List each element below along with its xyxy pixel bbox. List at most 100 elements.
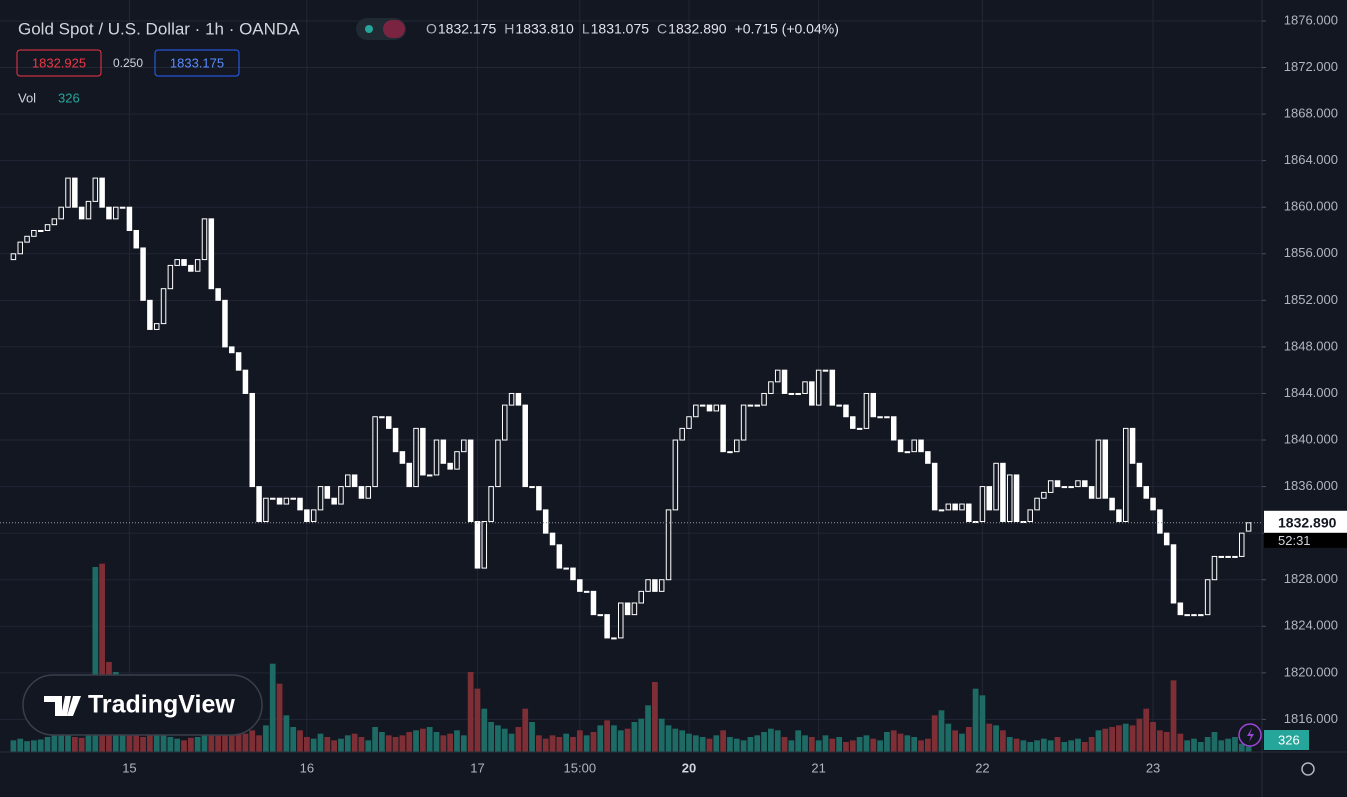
candle-body xyxy=(890,416,897,441)
candle-body xyxy=(119,206,126,209)
volume-bar xyxy=(419,728,426,752)
candle-body xyxy=(147,299,153,330)
volume-bar xyxy=(31,740,37,752)
volume-bar xyxy=(194,737,201,752)
volume-bar xyxy=(92,567,99,752)
volume-bar xyxy=(44,737,51,752)
candle-body xyxy=(986,486,993,511)
buy-box[interactable] xyxy=(154,49,240,77)
candle-body xyxy=(809,381,815,406)
volume-bar xyxy=(624,728,631,752)
volume-bar xyxy=(1232,737,1238,752)
logo-text[interactable]: TradingView xyxy=(88,691,235,719)
volume-bar xyxy=(863,735,870,752)
volume-bar xyxy=(1040,738,1047,752)
candle-body xyxy=(781,369,788,394)
alert-bolt xyxy=(1247,728,1254,742)
volume-bar xyxy=(1047,740,1054,752)
candle-body xyxy=(153,323,160,330)
axes: 1816.0001820.0001824.0001828.0001832.000… xyxy=(0,12,1347,775)
candle-body xyxy=(58,206,64,220)
candle-body xyxy=(761,392,767,406)
candle-body xyxy=(406,462,412,488)
y-tick-label: 1868.000 xyxy=(1284,106,1338,121)
candle-body xyxy=(611,637,617,640)
candle-body xyxy=(672,439,679,511)
candle-body xyxy=(229,346,235,354)
volume-bar xyxy=(481,708,488,752)
candle-body xyxy=(884,416,890,419)
candle-body xyxy=(160,288,167,325)
candle-body xyxy=(24,235,30,243)
candles xyxy=(10,177,1252,640)
volume-bar xyxy=(1027,742,1034,752)
volume-bar xyxy=(1143,708,1150,752)
candle-body xyxy=(269,497,276,500)
volume-bar xyxy=(24,741,30,752)
volume-bar xyxy=(808,737,815,752)
volume-bar xyxy=(283,715,290,752)
candle-body xyxy=(1157,509,1163,534)
volume-bar xyxy=(849,740,856,752)
volume-bar xyxy=(522,708,529,752)
x-tick-label: 15 xyxy=(122,760,136,775)
volume-bar xyxy=(720,730,726,752)
x-tick-label: 15:00 xyxy=(564,760,597,775)
alert-icon[interactable] xyxy=(1238,723,1262,747)
candle-body xyxy=(385,416,392,429)
volume-bar xyxy=(1034,740,1040,752)
candle-body xyxy=(201,218,208,261)
candle-body xyxy=(345,474,351,488)
candle-body xyxy=(870,392,877,418)
volume-bar xyxy=(160,735,167,752)
volume-bar xyxy=(228,735,235,752)
chart-title[interactable]: Gold Spot / U.S. Dollar · 1h · OANDA xyxy=(18,19,300,38)
volume-bar xyxy=(692,735,699,752)
volume-bar xyxy=(406,732,413,752)
candle-body xyxy=(1027,509,1033,523)
sell-box[interactable] xyxy=(16,49,102,77)
volume-bar xyxy=(781,737,788,752)
candle-body xyxy=(802,381,808,394)
ask-price[interactable]: 1833.175 xyxy=(170,55,224,70)
candle-body xyxy=(1198,614,1204,617)
spread: 0.250 xyxy=(113,56,143,70)
volume-bar xyxy=(658,718,665,752)
candle-body xyxy=(918,439,924,453)
volume-bar xyxy=(1136,718,1143,752)
volume-bar xyxy=(222,733,228,752)
volume-bar xyxy=(71,737,78,752)
volume-bar xyxy=(713,735,720,752)
ohlc-legend: O 1832.175 H 1833.810 L 1831.075 C 1832.890 +0.7… xyxy=(426,21,839,37)
candle-body xyxy=(379,416,385,419)
volume-bar xyxy=(768,728,774,752)
candle-body xyxy=(358,486,365,499)
logo-badge[interactable] xyxy=(22,674,263,736)
volume-bar xyxy=(344,735,351,752)
volume-bar xyxy=(597,725,604,752)
volume-bar xyxy=(99,563,105,752)
volume-bar xyxy=(1061,742,1068,752)
candle-body xyxy=(495,439,501,488)
candle-body xyxy=(1191,614,1197,617)
volume-bar xyxy=(754,735,761,752)
candle-body xyxy=(583,590,590,593)
candle-body xyxy=(106,206,112,220)
volume-bar xyxy=(65,735,71,752)
volume-bar xyxy=(351,733,358,752)
candle-body xyxy=(1034,497,1040,511)
candle-body xyxy=(904,451,911,454)
volume-bar xyxy=(495,725,501,752)
ohlc-key: C xyxy=(657,21,667,37)
candle-body xyxy=(133,229,139,249)
volume-bar xyxy=(365,740,372,752)
volume-bar xyxy=(215,732,222,752)
x-tick-label: 16 xyxy=(300,760,314,775)
bid-price[interactable]: 1832.925 xyxy=(32,55,86,70)
candle-body xyxy=(590,590,597,616)
volume-bar xyxy=(911,737,918,752)
volume-bar xyxy=(379,732,385,752)
candle-body xyxy=(167,264,174,290)
volume-bar xyxy=(938,710,945,752)
settings-icon[interactable] xyxy=(1301,762,1315,776)
